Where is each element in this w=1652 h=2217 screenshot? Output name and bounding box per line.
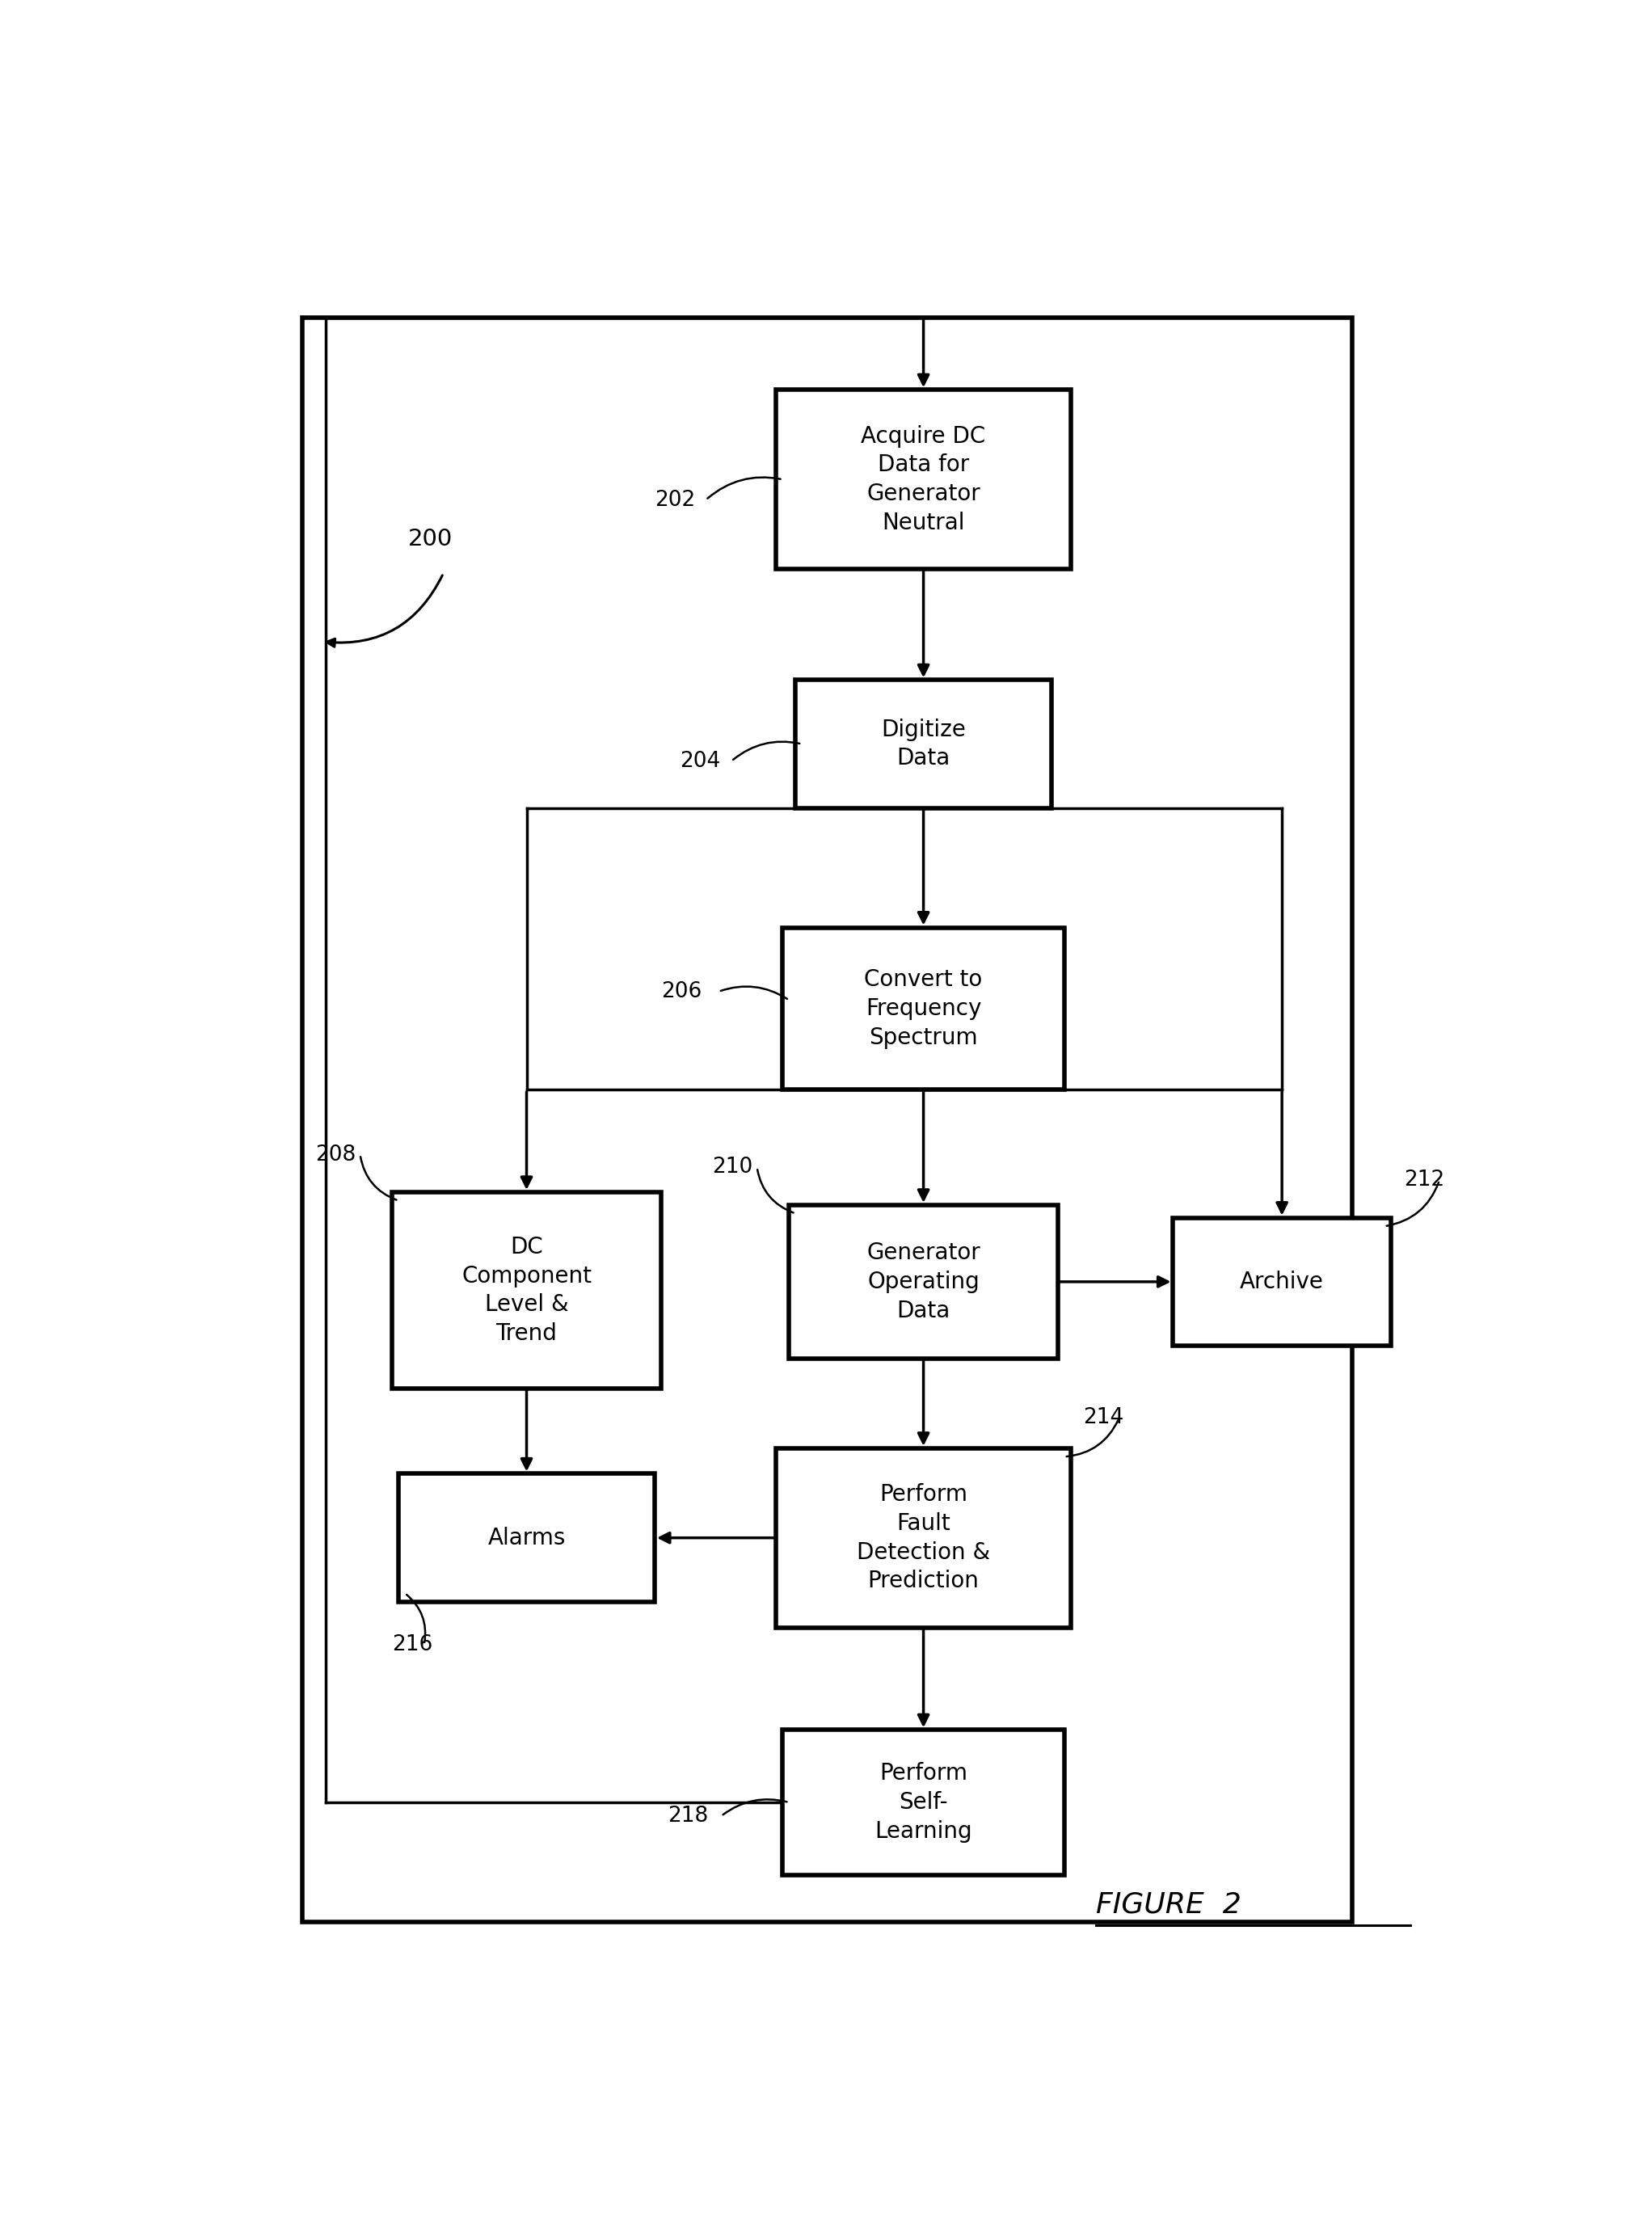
Bar — [783, 1729, 1064, 1876]
Text: Perform
Fault
Detection &
Prediction: Perform Fault Detection & Prediction — [857, 1483, 990, 1592]
Bar — [790, 1204, 1057, 1359]
Text: 216: 216 — [392, 1634, 433, 1656]
Text: Perform
Self-
Learning: Perform Self- Learning — [874, 1763, 973, 1842]
FancyArrowPatch shape — [1067, 1419, 1118, 1457]
Text: Alarms: Alarms — [487, 1528, 565, 1550]
Text: 206: 206 — [661, 982, 702, 1002]
Bar — [783, 927, 1064, 1091]
Bar — [398, 1474, 654, 1603]
Text: 210: 210 — [712, 1157, 753, 1177]
Text: 200: 200 — [408, 528, 453, 550]
Bar — [796, 681, 1052, 807]
FancyArrowPatch shape — [406, 1594, 425, 1643]
Text: Digitize
Data: Digitize Data — [881, 718, 966, 769]
Bar — [1173, 1217, 1391, 1346]
FancyArrowPatch shape — [707, 477, 780, 499]
FancyArrowPatch shape — [733, 743, 800, 760]
Text: Generator
Operating
Data: Generator Operating Data — [867, 1242, 980, 1321]
Text: 208: 208 — [316, 1144, 355, 1166]
Text: DC
Component
Level &
Trend: DC Component Level & Trend — [461, 1235, 591, 1346]
Text: Convert to
Frequency
Spectrum: Convert to Frequency Spectrum — [864, 969, 983, 1049]
FancyArrowPatch shape — [327, 576, 443, 647]
Bar — [776, 390, 1070, 570]
Text: 218: 218 — [667, 1805, 709, 1827]
Text: 212: 212 — [1404, 1171, 1444, 1191]
Text: Acquire DC
Data for
Generator
Neutral: Acquire DC Data for Generator Neutral — [861, 426, 986, 534]
Bar — [302, 317, 1353, 1922]
Bar — [776, 1448, 1070, 1627]
Bar — [392, 1193, 661, 1388]
FancyArrowPatch shape — [720, 987, 786, 1000]
Text: Archive: Archive — [1241, 1270, 1323, 1293]
FancyArrowPatch shape — [1386, 1182, 1439, 1226]
FancyArrowPatch shape — [724, 1800, 786, 1816]
Text: 204: 204 — [681, 752, 720, 772]
Text: 214: 214 — [1084, 1408, 1123, 1428]
Text: FIGURE  2: FIGURE 2 — [1097, 1891, 1242, 1918]
FancyArrowPatch shape — [757, 1171, 793, 1213]
Text: 202: 202 — [654, 490, 695, 510]
FancyArrowPatch shape — [360, 1157, 396, 1199]
